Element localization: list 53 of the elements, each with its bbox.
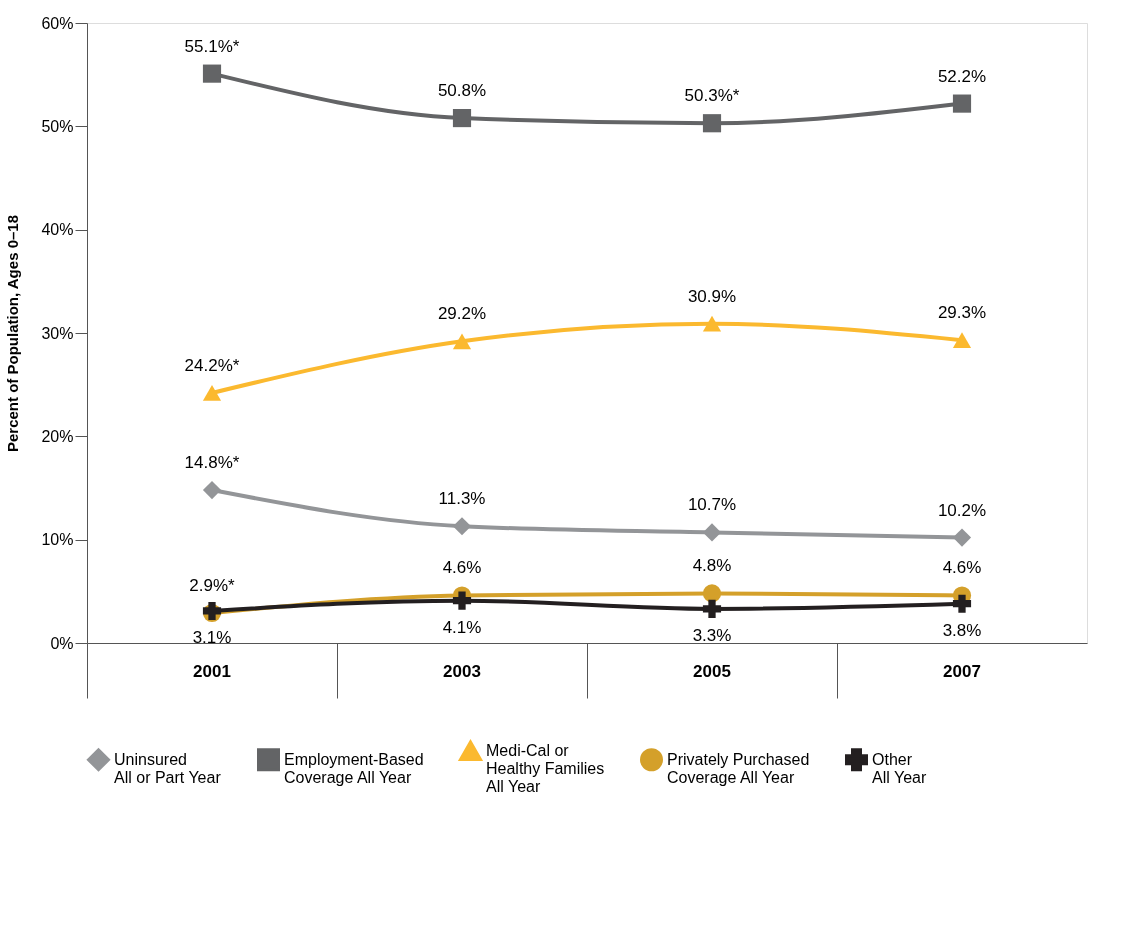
y-axis-title: Percent of Population, Ages 0–18 [4,214,22,453]
legend-label: Privately Purchased Coverage All Year [667,750,810,786]
data-label: 11.3% [438,489,486,509]
data-label: 30.9% [687,286,737,306]
point [952,528,972,547]
point [952,594,972,613]
legend-label: Employment-Based Coverage All Year [284,750,424,786]
legend-label: Uninsured All or Part Year [114,750,222,786]
y-tick-label: 20% [41,427,74,445]
point [702,599,722,618]
point [952,332,972,349]
point [952,94,972,113]
data-label: 29.3% [937,303,987,323]
y-tick-label: 40% [41,221,74,239]
x-tick-label: 2001 [193,661,231,681]
y-tick-label: 10% [41,531,74,549]
y-tick-label: 60% [41,14,74,32]
y-tick-label: 30% [41,324,74,342]
legend-label: Other All Year [872,750,927,786]
x-tick-label: 2003 [443,661,481,681]
point [702,523,722,542]
point [202,385,222,401]
point [452,333,472,350]
data-label: 3.3% [692,625,732,645]
data-label: 50.3%* [684,86,740,106]
data-label: 52.2% [937,66,987,86]
data-label: 3.1% [192,627,232,647]
point [702,584,722,603]
data-label: 10.2% [937,500,987,520]
data-label: 4.6% [942,558,982,578]
point [452,108,472,128]
data-label: 3.8% [942,620,982,640]
point [702,315,722,332]
point [702,114,722,133]
point [202,64,222,83]
data-label: 4.8% [692,556,732,576]
point [452,591,472,610]
x-tick-label: 2007 [943,661,981,681]
data-label: 4.1% [442,617,482,637]
data-label: 10.7% [687,495,737,515]
data-label: 2.9%* [189,576,236,596]
x-tick-label: 2005 [693,661,731,681]
data-label: 55.1%* [184,36,240,56]
legend-label: Medi-Cal or Healthy Families All Year [486,741,605,795]
data-label: 29.2% [437,304,487,324]
y-tick-label: 0% [50,634,74,652]
y-tick-label: 50% [41,117,74,135]
data-label: 50.8% [437,81,487,101]
data-label: 24.2%* [184,355,240,375]
point [202,480,222,500]
data-label: 14.8%* [184,453,240,473]
data-label: 4.6% [442,558,482,578]
point [452,517,472,536]
